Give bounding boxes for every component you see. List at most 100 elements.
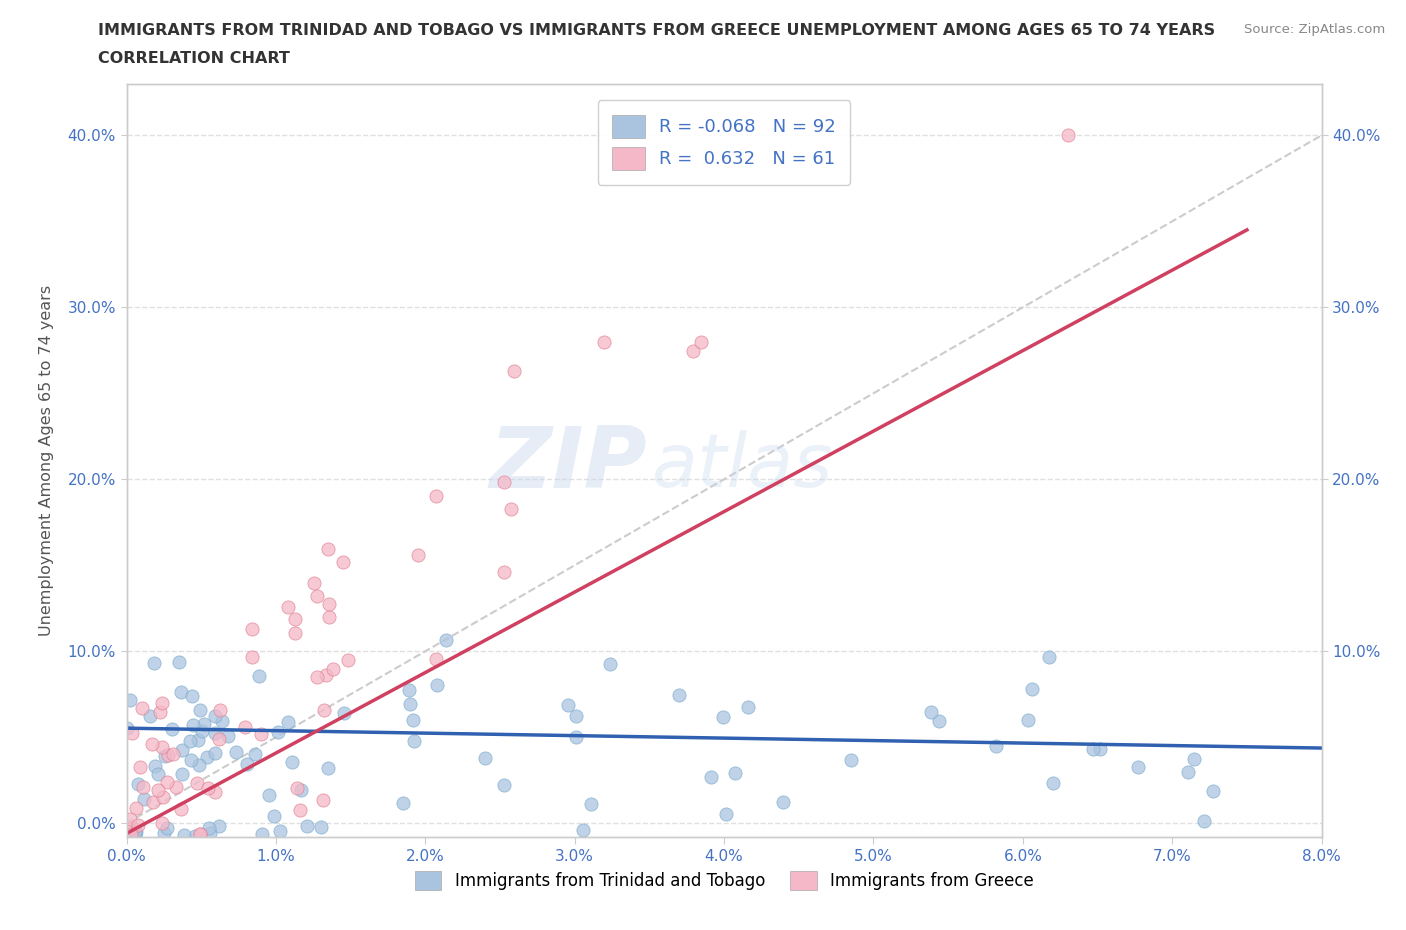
Point bbox=[125, 825, 148, 840]
Text: CORRELATION CHART: CORRELATION CHART bbox=[98, 51, 290, 66]
Point bbox=[142, 794, 165, 809]
Point bbox=[165, 779, 187, 794]
Point bbox=[257, 788, 280, 803]
Point bbox=[494, 778, 516, 793]
Point bbox=[297, 818, 319, 833]
Point bbox=[398, 697, 420, 711]
Point bbox=[211, 713, 233, 728]
Point bbox=[240, 621, 263, 636]
Point bbox=[125, 801, 148, 816]
Point bbox=[181, 718, 204, 733]
Point bbox=[148, 782, 170, 797]
Point bbox=[167, 655, 190, 670]
Point bbox=[474, 751, 496, 765]
Point bbox=[170, 766, 193, 781]
Point bbox=[1177, 764, 1199, 779]
Point bbox=[150, 816, 173, 830]
Point bbox=[132, 791, 155, 806]
Point bbox=[250, 726, 273, 741]
Point bbox=[170, 684, 193, 699]
Point bbox=[398, 683, 420, 698]
Point bbox=[142, 656, 165, 671]
Point bbox=[143, 759, 166, 774]
Point bbox=[240, 649, 263, 664]
Point bbox=[333, 706, 356, 721]
Point bbox=[288, 803, 311, 817]
Point bbox=[187, 732, 209, 747]
Point bbox=[557, 698, 579, 712]
Legend: Immigrants from Trinidad and Tobago, Immigrants from Greece: Immigrants from Trinidad and Tobago, Imm… bbox=[408, 864, 1040, 897]
Text: IMMIGRANTS FROM TRINIDAD AND TOBAGO VS IMMIGRANTS FROM GREECE UNEMPLOYMENT AMONG: IMMIGRANTS FROM TRINIDAD AND TOBAGO VS I… bbox=[98, 23, 1216, 38]
Point bbox=[217, 729, 239, 744]
Point bbox=[1021, 682, 1043, 697]
Point bbox=[502, 364, 524, 379]
Point bbox=[197, 781, 219, 796]
Point bbox=[579, 797, 602, 812]
Point bbox=[284, 626, 307, 641]
Point bbox=[131, 701, 153, 716]
Point bbox=[156, 775, 179, 790]
Point bbox=[1042, 776, 1064, 790]
Point bbox=[599, 656, 621, 671]
Point bbox=[337, 652, 360, 667]
Point bbox=[247, 669, 270, 684]
Point bbox=[121, 820, 143, 835]
Point bbox=[700, 770, 723, 785]
Point bbox=[146, 767, 169, 782]
Point bbox=[841, 752, 863, 767]
Point bbox=[1056, 127, 1078, 142]
Point bbox=[186, 775, 208, 790]
Point bbox=[204, 745, 226, 760]
Point bbox=[494, 565, 516, 579]
Point bbox=[156, 821, 179, 836]
Point bbox=[592, 334, 614, 349]
Text: ZIP: ZIP bbox=[489, 422, 647, 506]
Point bbox=[277, 600, 299, 615]
Point bbox=[157, 748, 180, 763]
Point bbox=[682, 344, 704, 359]
Point bbox=[714, 807, 737, 822]
Point bbox=[181, 688, 204, 703]
Text: Source: ZipAtlas.com: Source: ZipAtlas.com bbox=[1244, 23, 1385, 36]
Point bbox=[172, 742, 194, 757]
Point bbox=[402, 733, 425, 748]
Point bbox=[302, 576, 325, 591]
Point bbox=[284, 611, 307, 626]
Point bbox=[318, 610, 340, 625]
Point bbox=[118, 693, 141, 708]
Point bbox=[208, 818, 231, 833]
Point bbox=[499, 501, 522, 516]
Point bbox=[290, 783, 312, 798]
Point bbox=[120, 826, 142, 841]
Point bbox=[191, 723, 214, 737]
Point bbox=[305, 588, 328, 603]
Point bbox=[307, 670, 329, 684]
Point bbox=[1081, 742, 1104, 757]
Point bbox=[139, 709, 162, 724]
Point bbox=[141, 737, 163, 751]
Point bbox=[406, 548, 429, 563]
Point bbox=[180, 752, 202, 767]
Point bbox=[124, 825, 146, 840]
Point bbox=[208, 732, 231, 747]
Point bbox=[193, 717, 215, 732]
Point bbox=[322, 661, 344, 676]
Point bbox=[711, 710, 734, 724]
Point bbox=[198, 820, 221, 835]
Point bbox=[160, 722, 183, 737]
Y-axis label: Unemployment Among Ages 65 to 74 years: Unemployment Among Ages 65 to 74 years bbox=[39, 285, 53, 636]
Point bbox=[252, 827, 274, 842]
Point bbox=[1192, 814, 1215, 829]
Point bbox=[285, 780, 308, 795]
Point bbox=[118, 812, 141, 827]
Point bbox=[204, 726, 226, 741]
Point bbox=[1038, 650, 1060, 665]
Point bbox=[127, 817, 149, 832]
Point bbox=[188, 826, 211, 841]
Point bbox=[1182, 752, 1205, 767]
Point bbox=[1017, 712, 1039, 727]
Point bbox=[316, 542, 339, 557]
Point bbox=[571, 823, 593, 838]
Point bbox=[1126, 760, 1149, 775]
Point bbox=[920, 705, 942, 720]
